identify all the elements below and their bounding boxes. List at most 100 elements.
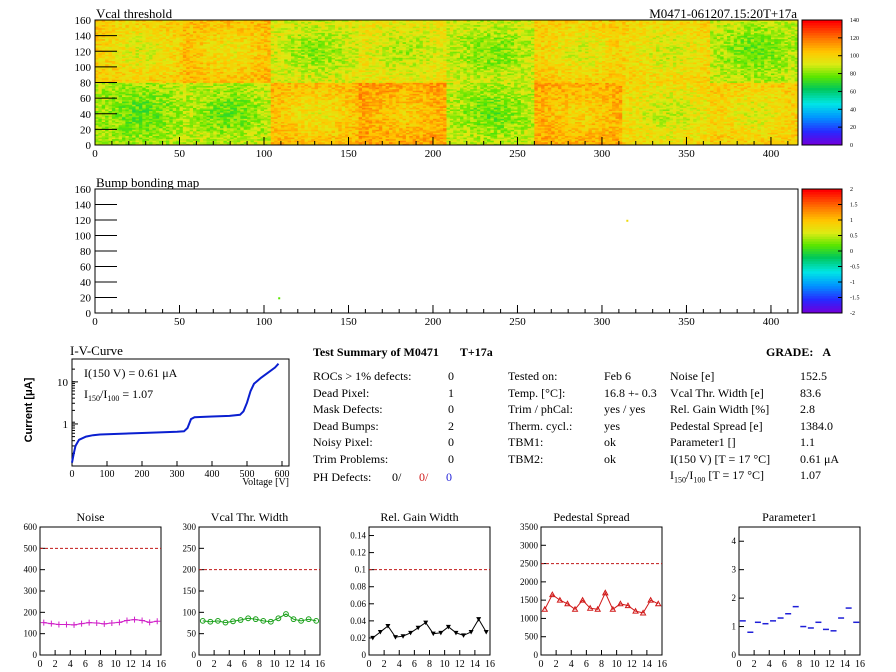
colorbar-bin [802,137,842,141]
x-tick-label: 4 [569,659,574,670]
x-tick-label: 400 [763,148,780,160]
x-tick-label: 250 [509,148,526,160]
colorbar-bin [802,251,842,254]
x-tick-label: 14 [470,659,480,670]
vcal-threshold-axes: 0 50 100 150 200 250 300 350 4000204060801001201… [75,15,799,160]
y-tick-label: 0.08 [350,582,366,592]
y-tick-label: 0.14 [350,531,366,541]
pedestal-spread-point [609,605,617,612]
y-tick-label: 0.1 [355,565,366,575]
x-tick-label: 6 [83,659,88,670]
info-col-value: ok [604,452,616,466]
colorbar-bin [802,255,842,259]
colorbar-bin [802,77,842,81]
x-tick-label: 8 [797,659,802,670]
y-tick-label: 0 [33,650,38,660]
y-tick-label: 0 [86,308,92,320]
x-tick-label: 2 [53,659,58,670]
colorbar-bin [802,206,842,210]
x-tick-label: 100 [256,148,273,160]
x-tick-label: 0 [367,659,372,670]
iv-frame [71,358,290,467]
colorbar-bin [802,112,842,116]
rel-gain-width-point [438,630,444,636]
y-tick-label: 20 [80,293,92,305]
noise-point [71,621,78,628]
noise-point [131,616,138,623]
y-tick-label: 40 [80,277,92,289]
x-tick-label: 6 [584,659,589,670]
x-tick-label: 8 [257,659,262,670]
params-col-value: 152.5 [800,369,827,383]
y-tick-label: 1500 [520,595,539,605]
vcal-thr-width-point [305,616,312,623]
colorbar-tick-label: 140 [850,18,859,24]
y-tick-label: 3 [732,565,737,575]
pedestal-spread-point [617,600,624,607]
colorbar-bin [802,30,842,33]
iv-x-tick-label: 500 [240,469,255,480]
colorbar-bin [802,55,842,58]
colorbar-bin [802,208,842,212]
y-tick-label: 60 [80,262,92,274]
y-tick-label: 3000 [520,540,539,550]
x-tick-label: 150 [340,148,357,160]
colorbar-bin [802,213,842,217]
x-tick-label: 400 [763,316,780,328]
colorbar-bin [802,201,842,205]
iv-curve-plot: 0 100 200 300 400 500 600 1 10 [57,358,290,480]
x-tick-label: 16 [855,659,865,670]
x-tick-label: 2 [382,659,387,670]
colorbar-bin [802,189,842,192]
x-tick-label: 150 [340,316,357,328]
vcal-thr-width-point [215,617,221,624]
vcal-thr-width-title: Vcal Thr. Width [211,510,288,524]
colorbar-bin [802,196,842,200]
x-tick-label: 16 [485,659,495,670]
colorbar-bin [802,293,842,297]
pedestal-spread-point [571,605,579,612]
ph-defects-value-1: 0/ [392,470,402,484]
vcal-thr-width-line [202,613,317,624]
info-col-label: Tested on: [508,369,558,383]
y-tick-label: 140 [75,200,92,212]
colorbar-tick-label: -2 [850,311,855,317]
noise-point [101,620,108,627]
y-tick-label: 0.06 [350,599,366,609]
colorbar-frame [801,19,843,146]
x-tick-label: 0 [92,316,98,328]
y-tick-label: 4 [732,536,737,546]
colorbar-bin [802,110,842,113]
x-tick-label: 14 [141,659,151,670]
colorbar-bin [802,52,842,56]
x-tick-label: 12 [126,659,136,670]
colorbar-tick-label: 120 [850,36,859,42]
colorbar-tick-label: 1.5 [850,203,858,209]
colorbar-bin [802,72,842,76]
y-tick-label: 200 [183,565,197,575]
y-tick-label: 0.04 [350,616,366,626]
colorbar-bin [802,263,842,267]
pedestal-spread-point [579,596,586,603]
iv-annotation-current: I(150 V) = 0.61 μA [84,366,178,380]
noise-point [40,619,47,626]
noise-point [139,617,146,624]
rel-gain-width-point [461,633,467,638]
colorbar-bin [802,310,842,314]
ph-defects-value-2: 0/ [419,470,429,484]
rel-gain-width-point [423,620,429,626]
ph-defects-label: PH Defects: [313,470,372,484]
colorbar-bin [802,102,842,106]
defects-col-value: 0 [448,435,454,450]
params-col-label: Rel. Gain Width [%] [670,402,770,417]
rel-gain-width-point [370,635,376,641]
x-tick-label: 12 [627,659,637,670]
x-tick-label: 12 [455,659,465,670]
y-tick-label: 500 [24,543,38,553]
colorbar-bin [802,303,842,307]
x-tick-label: 10 [612,659,622,670]
y-tick-label: 140 [75,31,92,43]
pedestal-spread-point [647,596,655,603]
colorbar-bin [802,203,842,207]
